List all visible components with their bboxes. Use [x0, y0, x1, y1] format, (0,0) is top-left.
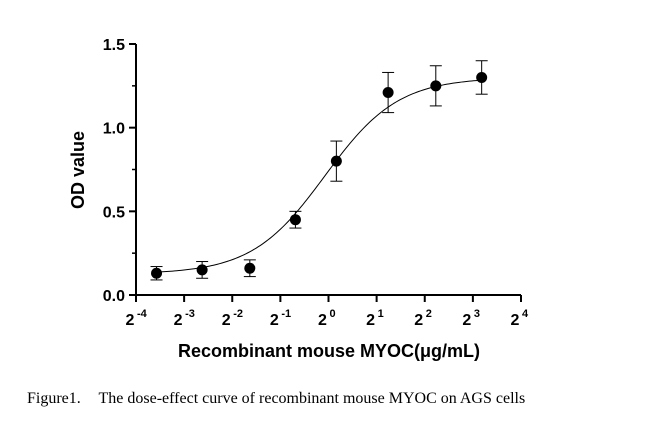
x-tick-label-7: 2: [462, 312, 471, 329]
x-tick-exponent-4: 0: [330, 308, 336, 320]
data-point-6: [429, 65, 442, 107]
data-point-2: [243, 259, 256, 278]
x-tick-label-6: 2: [414, 312, 423, 329]
x-tick-label-2: 2: [222, 312, 231, 329]
marker-1: [196, 264, 208, 276]
data-point-0: [150, 266, 163, 281]
y-axis-title: OD value: [68, 131, 88, 209]
marker-0: [151, 267, 163, 279]
x-tick-exponent-2: -2: [233, 308, 243, 320]
x-tick-exponent-1: -3: [185, 308, 195, 320]
figure-caption: Figure1. The dose-effect curve of recomb…: [27, 390, 627, 408]
x-tick-label-5: 2: [366, 312, 375, 329]
tick-labels-layer: 0.00.51.01.52 -4 2 -3 2 -2 2 -1 2 0 2 1 2 2 2 3 2 4: [103, 37, 529, 329]
caption-label: Figure1.: [27, 390, 81, 407]
fit-curve-layer: [156, 79, 482, 273]
data-point-3: [289, 210, 302, 229]
x-tick-exponent-8: 4: [522, 308, 529, 320]
x-tick-exponent-5: 1: [378, 308, 384, 320]
x-axis-title: Recombinant mouse MYOC(μg/mL): [178, 341, 480, 361]
x-tick-exponent-7: 3: [474, 308, 480, 320]
y-tick-label-2: 1.0: [103, 121, 125, 138]
data-point-1: [196, 261, 209, 279]
data-point-5: [382, 71, 395, 114]
marker-7: [476, 71, 488, 83]
x-tick-label-8: 2: [511, 312, 520, 329]
x-tick-exponent-3: -1: [281, 308, 291, 320]
y-tick-label-1: 0.5: [103, 204, 125, 221]
x-tick-exponent-0: -4: [137, 308, 148, 320]
x-tick-label-0: 2: [126, 312, 135, 329]
y-tick-label-3: 1.5: [103, 37, 125, 54]
y-tick-label-0: 0.0: [103, 288, 125, 305]
marker-6: [430, 80, 442, 92]
data-point-7: [475, 60, 488, 95]
caption-text: The dose-effect curve of recombinant mou…: [98, 390, 526, 407]
marker-5: [382, 87, 394, 99]
x-tick-exponent-6: 2: [426, 308, 432, 320]
data-points-layer: [150, 60, 488, 281]
dose-effect-chart: 0.00.51.01.52 -4 2 -3 2 -2 2 -1 2 0 2 1 2 2 2 3 2 4 OD va…: [68, 37, 529, 361]
marker-2: [244, 262, 256, 274]
x-tick-label-1: 2: [174, 312, 183, 329]
fit-curve: [156, 79, 482, 273]
x-tick-label-3: 2: [270, 312, 279, 329]
data-point-4: [330, 140, 343, 182]
axes: [129, 43, 522, 302]
marker-4: [330, 155, 342, 167]
x-tick-label-4: 2: [318, 312, 327, 329]
marker-3: [289, 214, 301, 226]
